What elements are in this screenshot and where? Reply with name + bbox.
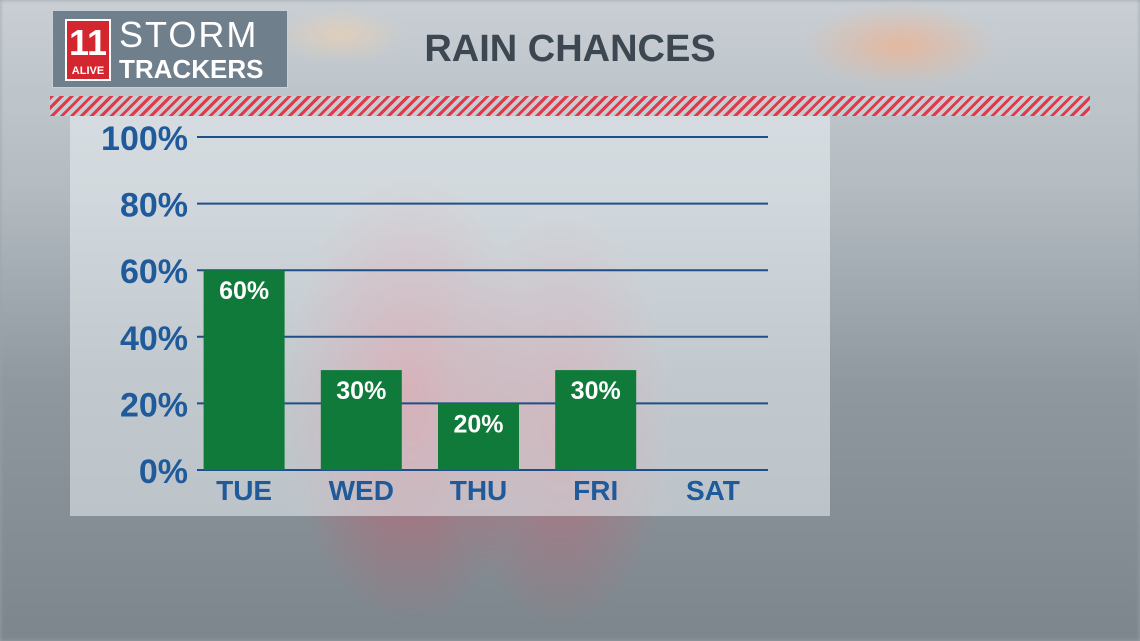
x-tick-label-tue: TUE (216, 475, 272, 506)
x-tick-label-sat: SAT (686, 475, 740, 506)
data-label-thu: 20% (453, 410, 503, 438)
y-tick-label-80: 80% (120, 187, 188, 225)
logo-number: 11 (68, 22, 108, 63)
y-tick-label-20: 20% (120, 386, 188, 424)
y-tick-label-0: 0% (139, 453, 188, 491)
y-tick-label-40: 40% (120, 320, 188, 358)
red-stripe-divider (50, 96, 1090, 116)
data-label-fri: 30% (571, 377, 621, 405)
logo-storm-text: STORM (119, 14, 259, 55)
chart-title: RAIN CHANCES (424, 28, 716, 70)
x-tick-label-fri: FRI (573, 475, 618, 506)
y-tick-label-100: 100% (101, 120, 188, 158)
logo-badge: 11 ALIVE (65, 19, 111, 81)
x-tick-label-wed: WED (329, 475, 394, 506)
bar-tue (203, 270, 285, 470)
bar-fri (555, 370, 637, 470)
logo-trackers-text: TRACKERS (119, 54, 264, 84)
data-label-wed: 30% (336, 377, 386, 405)
y-tick-label-60: 60% (120, 253, 188, 291)
bar-wed (320, 370, 402, 470)
x-tick-label-thu: THU (450, 475, 508, 506)
bar-thu (438, 403, 519, 470)
station-logo: 11 ALIVE STORM TRACKERS (52, 10, 288, 88)
data-label-tue: 60% (219, 277, 269, 305)
logo-alive: ALIVE (71, 65, 105, 77)
